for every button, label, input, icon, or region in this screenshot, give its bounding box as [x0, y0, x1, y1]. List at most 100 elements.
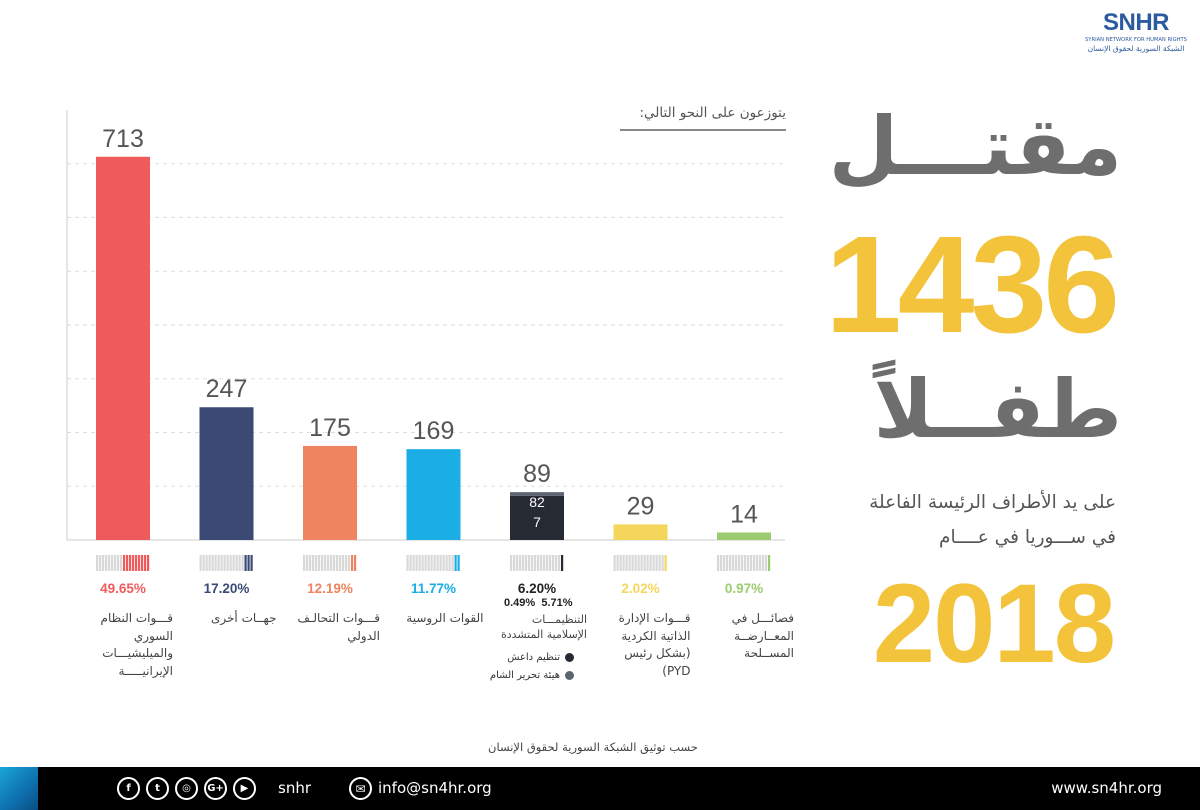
meter-cell — [525, 555, 528, 571]
meter-cell — [528, 555, 531, 571]
meter-cell — [546, 555, 549, 571]
meter-cell — [318, 555, 321, 571]
meter-cell — [333, 555, 336, 571]
meter-cell — [430, 555, 433, 571]
meter-cell — [445, 555, 448, 571]
bar-segment-1 — [510, 492, 564, 496]
meter-cell — [540, 555, 543, 571]
meter-cell — [436, 555, 439, 571]
percent-label: 0.97% — [725, 581, 763, 596]
meter-cell — [126, 555, 129, 571]
meter-cell — [303, 555, 306, 571]
percent-label: 49.65% — [100, 581, 146, 596]
meter-cell — [735, 555, 738, 571]
mail-icon: ✉ — [349, 777, 372, 800]
footer-accent — [0, 767, 38, 810]
meter-cell — [549, 555, 552, 571]
instagram-icon[interactable]: ◎ — [175, 777, 198, 800]
meter-cell — [510, 555, 513, 571]
meter-cell — [753, 555, 756, 571]
meter-cell — [208, 555, 211, 571]
website-link[interactable]: www.sn4hr.org — [1051, 779, 1162, 797]
meter-cell — [616, 555, 619, 571]
percent-label: 6.20% — [518, 581, 556, 596]
bar-5 — [613, 524, 668, 540]
inner-value-hts: 7 — [533, 514, 541, 530]
source-note: حسب توثيق الشبكة السورية لحقوق الإنسان — [488, 740, 698, 754]
inner-value-isis: 82 — [529, 494, 545, 510]
meter-cell — [129, 555, 132, 571]
meter-cell — [424, 555, 427, 571]
meter-cell — [759, 555, 762, 571]
breakdown-percentages: 0.49% 5.71% — [504, 597, 573, 609]
meter-cell — [247, 555, 250, 571]
footer-bar: f t ◎ G+ ▶ snhr ✉ info@sn4hr.org www.sn4… — [0, 767, 1200, 810]
bar-value-label: 713 — [102, 125, 144, 153]
meter-cell — [558, 555, 561, 571]
meter-cell — [649, 555, 652, 571]
bar-value-label: 14 — [730, 500, 758, 528]
meter-cell — [324, 555, 327, 571]
percent-label: 17.20% — [204, 581, 250, 596]
logo-subtitle-en: SYRIAN NETWORK FOR HUMAN RIGHTS — [1085, 37, 1187, 43]
meter-cell — [327, 555, 330, 571]
meter-cell — [643, 555, 646, 571]
bar-segment-0 — [510, 495, 564, 540]
category-label: قـــوات النظام السوري والميليشيـــات الإ… — [100, 611, 173, 678]
meter-cell — [720, 555, 723, 571]
meter-cell — [348, 555, 351, 571]
google-plus-icon[interactable]: G+ — [204, 777, 227, 800]
meter-cell — [406, 555, 409, 571]
bar-2 — [303, 445, 357, 540]
twitter-icon[interactable]: t — [146, 777, 169, 800]
meter-cell — [120, 555, 123, 571]
meter-cell — [306, 555, 309, 571]
email-link[interactable]: info@sn4hr.org — [378, 779, 492, 797]
facebook-icon[interactable]: f — [117, 777, 140, 800]
bar-value-label: 175 — [309, 414, 351, 442]
logo-mark: SNHR — [1102, 9, 1170, 36]
isis-percent: 5.71% — [541, 597, 573, 609]
meter-cell — [768, 555, 771, 571]
percent-label: 2.02% — [621, 581, 659, 596]
social-handle: snhr — [278, 779, 311, 797]
category-label: التنظيمـــات الإسلامية المتشددة — [500, 613, 587, 641]
meter-cell — [214, 555, 217, 571]
meter-cell — [664, 555, 667, 571]
meter-cell — [315, 555, 318, 571]
meter-cell — [232, 555, 235, 571]
meter-cell — [238, 555, 241, 571]
legend-item-hts: هيئة تحرير الشام — [488, 670, 574, 681]
meter-cell — [114, 555, 117, 571]
meter-cell — [111, 555, 114, 571]
meter-cell — [717, 555, 720, 571]
meter-cell — [613, 555, 616, 571]
meter-cell — [555, 555, 558, 571]
meter-cell — [199, 555, 202, 571]
meter-cell — [241, 555, 244, 571]
meter-cell — [99, 555, 102, 571]
meter-cell — [312, 555, 315, 571]
headline-number: 1436 — [825, 208, 1120, 362]
bar-3 — [406, 449, 461, 540]
legend-label-isis: تنظيم داعش — [507, 652, 560, 663]
meter-cell — [427, 555, 430, 571]
meter-cell — [451, 555, 454, 571]
meter-cell — [250, 555, 253, 571]
meter-cell — [516, 555, 519, 571]
meter-cell — [244, 555, 247, 571]
meter-cell — [522, 555, 525, 571]
hts-percent: 0.49% — [504, 597, 536, 609]
meter-cell — [339, 555, 342, 571]
youtube-icon[interactable]: ▶ — [233, 777, 256, 800]
meter-cell — [220, 555, 223, 571]
meter-cell — [747, 555, 750, 571]
meter-cell — [226, 555, 229, 571]
meter-cell — [765, 555, 768, 571]
legend-dot-isis — [565, 652, 574, 662]
chart-subtitle: يتوزعون على النحو التالي: — [620, 105, 786, 131]
bar-0 — [96, 156, 150, 540]
meter-cell — [519, 555, 522, 571]
meter-cell — [622, 555, 625, 571]
meter-cell — [537, 555, 540, 571]
